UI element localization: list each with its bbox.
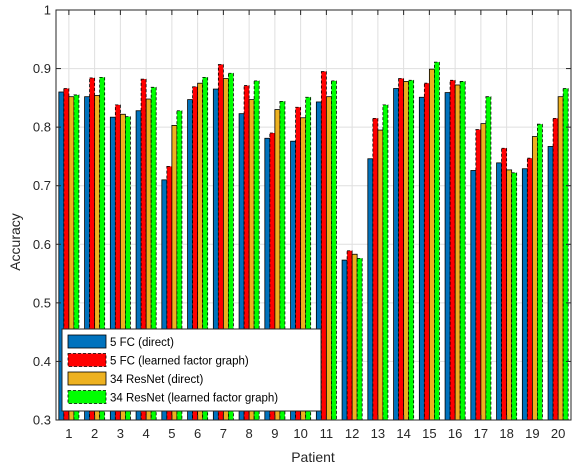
x-tick-label: 11: [320, 426, 334, 441]
y-tick-label: 0.8: [33, 120, 51, 135]
legend: 5 FC (direct) 5 FC (learned factor graph)…: [61, 328, 322, 412]
bar-series-1-patient-18: [496, 162, 502, 421]
bar-series-2-patient-11: [320, 71, 327, 421]
y-tick-label: 0.9: [33, 61, 51, 76]
x-tick-label: 9: [271, 426, 278, 441]
x-tick-label: 12: [345, 426, 359, 441]
bar-series-1-patient-16: [444, 92, 451, 421]
bar-series-3-patient-16: [454, 84, 461, 421]
x-tick-label: 18: [499, 426, 513, 441]
y-tick-label: 0.3: [33, 413, 51, 428]
bar-series-4-patient-20: [562, 88, 569, 421]
bar-series-3-patient-17: [480, 123, 487, 421]
bar-series-2-patient-20: [552, 117, 559, 421]
bar-series-1-patient-17: [470, 170, 477, 421]
y-tick-label: 0.4: [33, 354, 51, 369]
legend-entry-3: 34 ResNet (direct): [110, 374, 203, 386]
x-axis-label: Patient: [291, 449, 335, 465]
bar-series-2-patient-12: [346, 250, 353, 421]
x-tick-label: 1: [65, 426, 72, 441]
bar-series-4-patient-19: [537, 123, 543, 421]
tick-labels: 0.30.40.50.60.70.80.911 2 3 4 5 6 7 8 9 10 11 12 13 1…: [33, 3, 565, 442]
bar-series-4-patient-12: [356, 257, 363, 421]
bar-series-2-patient-13: [372, 117, 379, 421]
bar-series-4-patient-7: [227, 72, 234, 421]
y-tick-label: 0.6: [33, 237, 51, 252]
bar-series-2-patient-9: [269, 132, 276, 421]
legend-entry-1: 5 FC (direct): [110, 337, 174, 349]
x-tick-label: 7: [220, 426, 227, 441]
x-tick-label: 10: [293, 426, 307, 441]
x-tick-label: 5: [168, 426, 175, 441]
bar-series-2-patient-18: [501, 147, 508, 421]
bar-series-4-patient-15: [433, 61, 440, 421]
x-tick-label: 3: [117, 426, 124, 441]
bar-series-1-patient-12: [341, 259, 348, 421]
bar-series-1-patient-13: [367, 158, 374, 421]
bar-series-4-patient-14: [408, 79, 415, 421]
legend-swatch-3: [67, 371, 107, 386]
x-tick-label: 4: [143, 426, 150, 441]
bar-series-3-patient-20: [557, 96, 564, 421]
axes-box: [55, 9, 572, 421]
bar-series-4-patient-17: [485, 96, 492, 421]
bar-series-3-patient-14: [403, 81, 410, 421]
bar-series-2-patient-14: [398, 78, 405, 421]
bar-series-1-patient-15: [418, 96, 425, 421]
bar-series-4-patient-11: [330, 80, 337, 421]
bar-series-3-patient-15: [428, 68, 435, 421]
bar-series-4-patient-13: [382, 104, 389, 421]
bar-series-2-patient-15: [423, 82, 430, 421]
legend-swatch-4: [67, 390, 107, 404]
legend-swatch-2: [67, 353, 107, 367]
x-tick-label: 16: [448, 426, 462, 441]
y-tick-label: 0.7: [33, 178, 51, 193]
bar-series-2-patient-16: [449, 79, 456, 421]
bar-series-3-patient-13: [377, 129, 384, 421]
legend-entry-2: 5 FC (learned factor graph): [110, 356, 249, 368]
bar-series-3-patient-18: [506, 169, 513, 421]
bar-series-1-patient-19: [521, 168, 528, 421]
x-tick-label: 20: [551, 426, 565, 441]
bar-series-3-patient-19: [531, 136, 538, 421]
x-tick-label: 15: [422, 426, 436, 441]
legend-entry-4: 34 ResNet (learned factor graph): [110, 393, 278, 405]
x-tick-label: 8: [246, 426, 253, 441]
y-tick-label: 0.5: [33, 295, 51, 310]
bar-series-1-patient-14: [393, 88, 399, 421]
x-tick-label: 14: [396, 426, 410, 441]
axes-layer: [55, 9, 572, 421]
y-axis-label: Accuracy: [7, 213, 23, 271]
bar-series-2-patient-19: [526, 157, 533, 421]
bar-series-4-patient-16: [459, 81, 466, 421]
bar-series-3-patient-11: [325, 96, 332, 421]
x-tick-label: 6: [194, 426, 201, 441]
x-tick-label: 19: [525, 426, 539, 441]
legend-swatch-1: [67, 334, 107, 349]
x-tick-label: 17: [474, 426, 488, 441]
bar-series-2-patient-17: [475, 129, 482, 421]
bar-series-1-patient-20: [547, 146, 554, 421]
x-tick-label: 13: [371, 426, 385, 441]
bar-series-4-patient-18: [511, 172, 518, 421]
bar-series-3-patient-12: [351, 253, 358, 421]
x-tick-label: 2: [91, 426, 98, 441]
y-tick-label: 1: [44, 3, 51, 18]
